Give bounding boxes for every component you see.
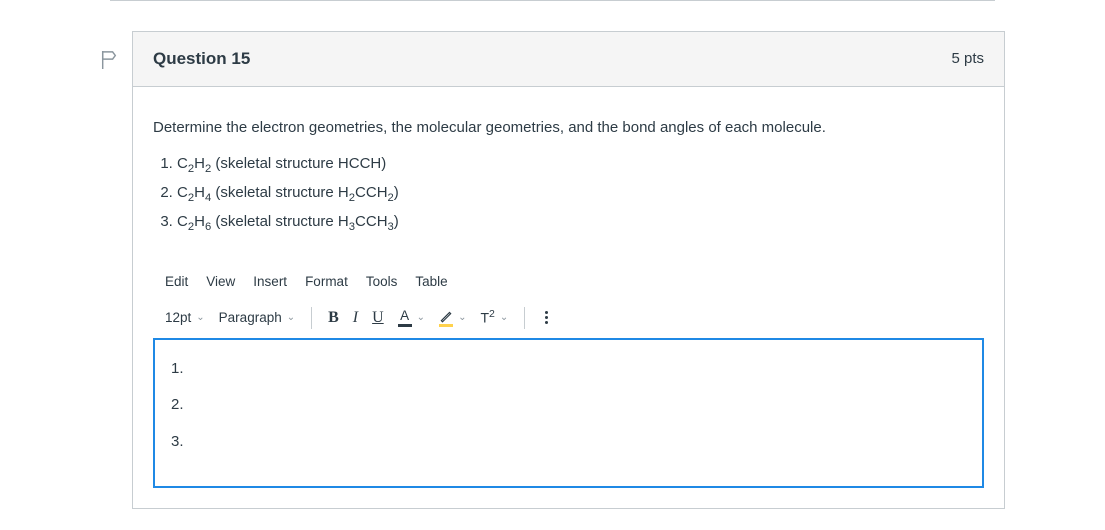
- chevron-down-icon: ⌄: [500, 310, 508, 325]
- question-body: Determine the electron geometries, the m…: [133, 87, 1004, 508]
- chevron-down-icon: ⌄: [196, 310, 204, 325]
- answer-line: 2.: [171, 394, 966, 417]
- text-color-button[interactable]: A⌄: [398, 309, 425, 327]
- list-item: C2H2 (skeletal structure HCCH): [177, 153, 984, 178]
- underline-button[interactable]: U: [372, 306, 384, 330]
- more-options-button[interactable]: [541, 311, 552, 324]
- question-card: Question 15 5 pts Determine the electron…: [132, 31, 1005, 509]
- rich-editor: Edit View Insert Format Tools Table 12pt…: [153, 266, 984, 488]
- menu-format[interactable]: Format: [305, 272, 348, 292]
- italic-button[interactable]: I: [353, 306, 358, 330]
- separator: [311, 307, 312, 329]
- molecule-list: C2H2 (skeletal structure HCCH) C2H4 (ske…: [153, 153, 984, 236]
- bold-button[interactable]: B: [328, 306, 339, 330]
- answer-line: 1.: [171, 358, 966, 381]
- editor-menubar: Edit View Insert Format Tools Table: [153, 266, 984, 298]
- menu-table[interactable]: Table: [415, 272, 447, 292]
- question-points: 5 pts: [951, 48, 984, 71]
- menu-tools[interactable]: Tools: [366, 272, 398, 292]
- flag-icon[interactable]: [100, 49, 118, 71]
- highlight-button[interactable]: ⌄: [439, 309, 466, 327]
- chevron-down-icon: ⌄: [417, 310, 425, 325]
- menu-edit[interactable]: Edit: [165, 272, 188, 292]
- list-item: C2H4 (skeletal structure H2CCH2): [177, 182, 984, 207]
- block-format-select[interactable]: Paragraph⌄: [219, 308, 295, 328]
- chevron-down-icon: ⌄: [458, 310, 466, 325]
- question-header: Question 15 5 pts: [133, 31, 1004, 87]
- menu-insert[interactable]: Insert: [253, 272, 287, 292]
- list-item: C2H6 (skeletal structure H3CCH3): [177, 211, 984, 236]
- menu-view[interactable]: View: [206, 272, 235, 292]
- chevron-down-icon: ⌄: [287, 310, 295, 325]
- superscript-button[interactable]: T2⌄: [480, 307, 508, 329]
- separator: [524, 307, 525, 329]
- divider: [110, 0, 995, 1]
- answer-line: 3.: [171, 431, 966, 454]
- font-size-select[interactable]: 12pt⌄: [165, 308, 205, 328]
- editor-content[interactable]: 1. 2. 3.: [153, 338, 984, 488]
- question-title: Question 15: [153, 46, 250, 72]
- question-prompt: Determine the electron geometries, the m…: [153, 117, 984, 140]
- editor-toolbar: 12pt⌄ Paragraph⌄ B I U A⌄: [153, 298, 984, 338]
